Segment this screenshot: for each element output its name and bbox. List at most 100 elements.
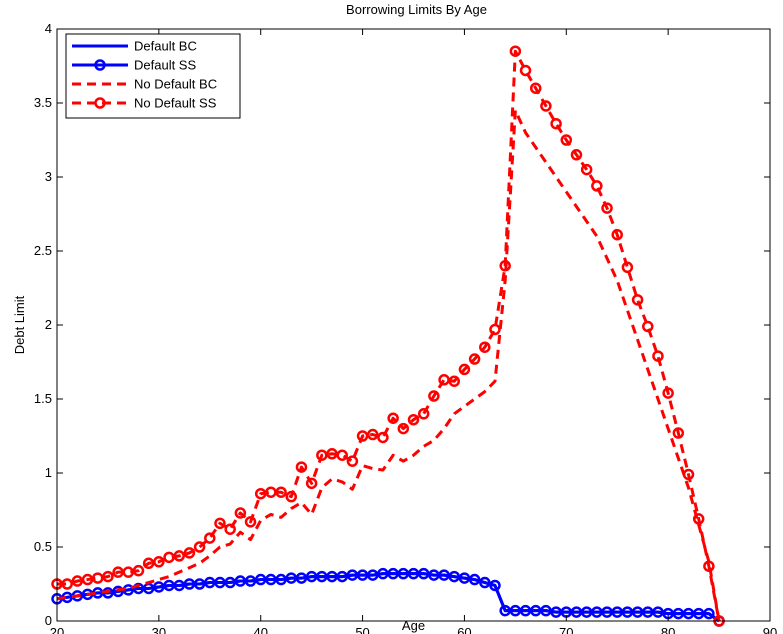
data-point xyxy=(468,573,481,586)
legend-label: Default SS xyxy=(134,58,196,73)
data-point xyxy=(316,449,328,461)
data-point xyxy=(570,149,583,161)
data-point xyxy=(224,523,236,535)
y-axis-label: Debt Limit xyxy=(12,295,27,354)
data-point xyxy=(703,607,715,620)
data-point xyxy=(254,487,267,500)
x-tick-label: 80 xyxy=(661,625,675,634)
x-tick-label: 70 xyxy=(559,625,573,634)
legend-marker xyxy=(94,97,106,109)
data-point xyxy=(621,261,634,274)
data-point xyxy=(336,570,348,583)
y-tick-label: 0.5 xyxy=(34,539,52,554)
data-point xyxy=(703,560,715,572)
data-point xyxy=(71,575,84,587)
data-point xyxy=(479,576,491,589)
data-point xyxy=(448,375,460,387)
x-tick-label: 30 xyxy=(152,625,166,634)
data-point xyxy=(529,82,542,94)
data-point xyxy=(193,541,206,553)
data-point xyxy=(367,428,379,441)
data-point xyxy=(489,323,501,336)
data-point xyxy=(132,564,145,577)
data-point xyxy=(387,412,399,424)
data-point xyxy=(692,513,705,525)
data-point xyxy=(275,573,287,586)
data-point xyxy=(183,547,196,559)
data-point xyxy=(438,569,450,581)
data-point xyxy=(489,579,501,592)
data-point xyxy=(163,551,175,564)
data-point xyxy=(550,117,562,130)
data-point xyxy=(285,490,298,503)
data-point xyxy=(438,374,450,386)
data-point xyxy=(540,604,552,617)
data-point xyxy=(336,449,348,461)
y-tick-label: 2.5 xyxy=(34,243,52,258)
y-tick-label: 2 xyxy=(45,317,52,332)
data-point xyxy=(499,260,511,272)
data-point xyxy=(540,100,552,112)
data-point xyxy=(214,517,226,530)
x-tick-label: 90 xyxy=(763,625,777,634)
data-point xyxy=(91,572,104,584)
data-point xyxy=(275,486,287,498)
data-point xyxy=(468,353,481,365)
series-line-2 xyxy=(56,108,721,622)
ticks-layer: 20 30 40 50 60 70 80 90 0 0.5 1 1.5 2 2.5 3 3.5 4 xyxy=(34,21,777,634)
data-point xyxy=(417,567,430,580)
data-point xyxy=(234,507,247,519)
legend-label: Default BC xyxy=(134,39,197,54)
x-tick-label: 60 xyxy=(457,625,471,634)
data-point xyxy=(153,581,165,593)
series-layer xyxy=(51,45,725,627)
data-point xyxy=(428,390,440,402)
data-point xyxy=(153,556,165,568)
data-point xyxy=(326,448,338,460)
data-point xyxy=(642,320,654,333)
data-point xyxy=(631,294,644,306)
data-point xyxy=(591,180,603,192)
data-point xyxy=(672,427,685,439)
data-point xyxy=(173,550,185,562)
data-point xyxy=(377,431,389,444)
data-point xyxy=(244,575,257,587)
data-point xyxy=(244,516,257,528)
legend-marker xyxy=(94,59,106,71)
y-tick-label: 3.5 xyxy=(34,95,52,110)
data-point xyxy=(61,578,73,590)
x-tick-label: 50 xyxy=(355,625,369,634)
x-axis-label: Age xyxy=(402,618,425,633)
data-point xyxy=(204,532,216,544)
data-point xyxy=(295,572,308,584)
data-point xyxy=(601,202,613,214)
data-point xyxy=(367,569,379,581)
data-point xyxy=(560,134,573,146)
data-point xyxy=(407,413,420,426)
y-tick-label: 4 xyxy=(45,21,52,36)
data-point xyxy=(662,387,674,399)
data-point xyxy=(122,566,135,578)
y-tick-label: 1.5 xyxy=(34,391,52,406)
y-tick-label: 1 xyxy=(45,465,52,480)
data-point xyxy=(81,573,94,586)
x-tick-label: 20 xyxy=(50,625,64,634)
data-point xyxy=(652,350,664,362)
data-point xyxy=(173,579,185,592)
data-point xyxy=(305,477,318,490)
data-point xyxy=(458,363,471,376)
data-point xyxy=(193,578,206,590)
data-point xyxy=(356,430,369,442)
legend-label: No Default BC xyxy=(134,77,217,92)
data-point xyxy=(580,163,593,176)
data-point xyxy=(112,585,124,598)
data-point xyxy=(519,64,532,77)
chart-title: Borrowing Limits By Age xyxy=(346,2,487,17)
legend-label: No Default SS xyxy=(134,96,217,111)
data-point xyxy=(682,468,695,481)
data-point xyxy=(142,557,155,570)
x-tick-label: 40 xyxy=(253,625,267,634)
data-point xyxy=(652,606,664,618)
data-point xyxy=(448,570,460,583)
